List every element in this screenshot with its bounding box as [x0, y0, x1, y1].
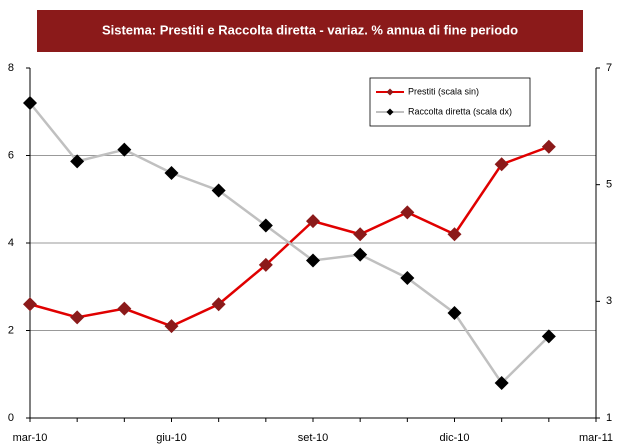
x-tick-label: mar-11	[579, 432, 613, 444]
x-tick-label: dic-10	[440, 432, 470, 444]
x-tick-label: mar-10	[13, 432, 48, 444]
point	[353, 247, 368, 262]
point	[353, 227, 368, 242]
legend-label: Raccolta diretta (scala dx)	[408, 106, 512, 116]
point	[211, 297, 226, 312]
x-tick-label: set-10	[298, 432, 329, 444]
point	[541, 329, 556, 344]
y2-tick-label: 1	[606, 412, 612, 424]
y2-tick-label: 3	[606, 295, 612, 307]
point	[258, 218, 273, 233]
legend-marker	[386, 108, 394, 116]
point	[541, 139, 556, 154]
y2-tick-label: 5	[606, 179, 612, 191]
point	[117, 301, 132, 316]
point	[447, 306, 462, 320]
legend-marker	[386, 88, 394, 96]
title-box	[37, 10, 583, 52]
point	[306, 253, 320, 268]
point	[400, 271, 415, 285]
point	[164, 166, 179, 180]
y-tick-label: 6	[8, 149, 14, 161]
point	[23, 96, 37, 110]
y-tick-label: 4	[8, 237, 14, 249]
y2-tick-label: 7	[606, 62, 612, 74]
legend-box	[369, 77, 531, 127]
legend-label: Prestiti (scala sin)	[408, 86, 479, 96]
point	[400, 205, 415, 220]
x-tick-label: giu-10	[156, 432, 187, 444]
point	[447, 227, 462, 242]
y-tick-label: 0	[8, 412, 14, 424]
point	[164, 319, 179, 334]
y-tick-label: 8	[8, 62, 14, 74]
point	[23, 297, 37, 312]
point	[70, 154, 85, 169]
point	[258, 257, 273, 272]
point	[211, 183, 226, 198]
point	[306, 214, 320, 229]
point	[117, 142, 132, 157]
series-line	[29, 145, 550, 328]
point	[70, 310, 85, 325]
y-tick-label: 2	[8, 324, 14, 336]
chart-title: Sistema: Prestiti e Raccolta diretta - v…	[102, 22, 518, 37]
point	[494, 157, 509, 172]
point	[494, 376, 509, 390]
series-line	[29, 102, 550, 385]
